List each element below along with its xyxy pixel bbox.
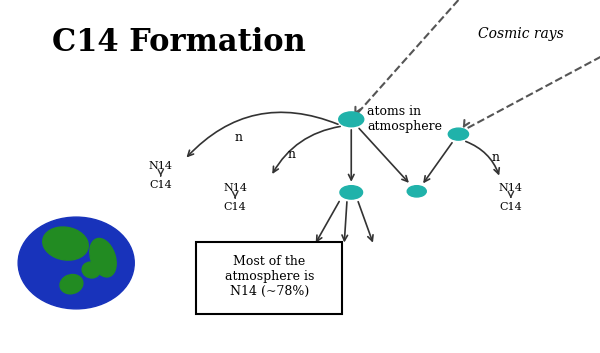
FancyBboxPatch shape <box>196 242 343 314</box>
Ellipse shape <box>43 227 88 260</box>
Circle shape <box>340 186 362 199</box>
Text: C14: C14 <box>224 202 247 212</box>
Text: N14: N14 <box>149 161 173 171</box>
Ellipse shape <box>82 262 100 278</box>
Circle shape <box>407 186 426 197</box>
Text: C14: C14 <box>149 180 172 190</box>
Text: Cosmic rays: Cosmic rays <box>478 26 564 41</box>
Ellipse shape <box>18 217 134 309</box>
Text: n: n <box>234 131 242 144</box>
Circle shape <box>448 128 469 140</box>
Text: N14: N14 <box>499 183 523 193</box>
Ellipse shape <box>60 275 83 294</box>
Text: n: n <box>492 151 500 163</box>
Text: C14: C14 <box>499 202 522 212</box>
Text: atoms in
atmosphere: atoms in atmosphere <box>367 105 442 133</box>
Text: N14: N14 <box>223 183 247 193</box>
Text: C14 Formation: C14 Formation <box>52 27 305 58</box>
Text: Most of the
atmosphere is
N14 (~78%): Most of the atmosphere is N14 (~78%) <box>225 255 314 298</box>
Text: n: n <box>288 148 296 161</box>
Ellipse shape <box>90 238 116 277</box>
Ellipse shape <box>18 217 134 309</box>
Circle shape <box>339 112 364 127</box>
